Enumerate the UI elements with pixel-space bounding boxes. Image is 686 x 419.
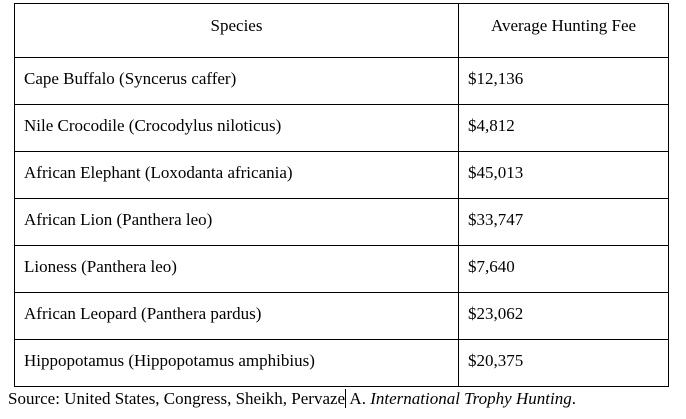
fee-cell: $33,747	[458, 198, 669, 246]
column-header-species: Species	[14, 3, 459, 58]
source-mid: A.	[346, 389, 371, 408]
species-cell: Hippopotamus (Hippopotamus amphibius)	[14, 339, 459, 387]
fee-cell: $23,062	[458, 292, 669, 340]
fee-cell: $12,136	[458, 57, 669, 105]
table-row: Hippopotamus (Hippopotamus amphibius) $2…	[14, 339, 669, 387]
species-cell: African Leopard (Panthera pardus)	[14, 292, 459, 340]
table-header-row: Species Average Hunting Fee	[14, 3, 669, 58]
species-cell: Cape Buffalo (Syncerus caffer)	[14, 57, 459, 105]
text-cursor	[345, 389, 347, 408]
species-cell: African Lion (Panthera leo)	[14, 198, 459, 246]
species-cell: Nile Crocodile (Crocodylus niloticus)	[14, 104, 459, 152]
source-title: International Trophy Hunting	[370, 389, 572, 408]
source-prefix: Source: United States, Congress, Sheikh,…	[8, 389, 346, 408]
table-row: African Lion (Panthera leo) $33,747	[14, 198, 669, 246]
hunting-fee-table: Species Average Hunting Fee Cape Buffalo…	[14, 3, 669, 387]
source-suffix: .	[571, 389, 576, 408]
fee-cell: $4,812	[458, 104, 669, 152]
table-row: Cape Buffalo (Syncerus caffer) $12,136	[14, 57, 669, 105]
fee-cell: $45,013	[458, 151, 669, 199]
table-row: African Elephant (Loxodanta africania) $…	[14, 151, 669, 199]
species-cell: African Elephant (Loxodanta africania)	[14, 151, 459, 199]
source-citation: Source: United States, Congress, Sheikh,…	[8, 389, 576, 409]
table-row: Lioness (Panthera leo) $7,640	[14, 245, 669, 293]
table-row: Nile Crocodile (Crocodylus niloticus) $4…	[14, 104, 669, 152]
species-cell: Lioness (Panthera leo)	[14, 245, 459, 293]
table-row: African Leopard (Panthera pardus) $23,06…	[14, 292, 669, 340]
fee-cell: $20,375	[458, 339, 669, 387]
fee-cell: $7,640	[458, 245, 669, 293]
column-header-fee: Average Hunting Fee	[458, 3, 669, 58]
